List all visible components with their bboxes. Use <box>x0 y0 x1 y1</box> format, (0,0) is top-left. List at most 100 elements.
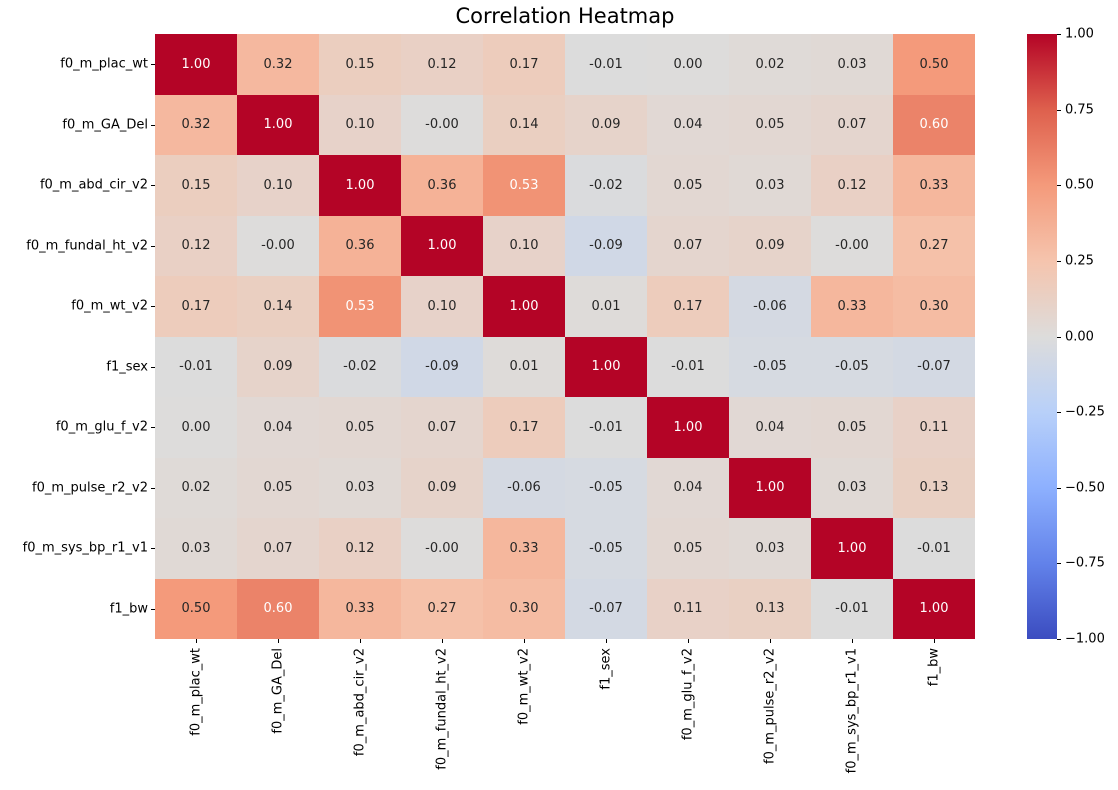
heatmap-cell: 1.00 <box>483 276 565 337</box>
heatmap-cell: 0.07 <box>401 397 483 458</box>
x-axis-label: f0_m_sys_bp_r1_v1 <box>844 648 860 774</box>
heatmap-cell: 0.11 <box>647 578 729 639</box>
heatmap-cell: 0.10 <box>483 215 565 276</box>
heatmap-cell: 0.02 <box>729 34 811 95</box>
heatmap-cell: 0.04 <box>237 397 319 458</box>
heatmap-cell: -0.07 <box>565 578 647 639</box>
heatmap-cell: 0.07 <box>237 518 319 579</box>
heatmap-cell: 0.17 <box>483 34 565 95</box>
heatmap-cell: 0.12 <box>401 34 483 95</box>
heatmap-cell: 0.05 <box>729 94 811 155</box>
heatmap-cell: 0.07 <box>647 215 729 276</box>
heatmap-cell: 0.60 <box>893 94 975 155</box>
colorbar-tick <box>1057 185 1061 187</box>
heatmap-cell: 0.03 <box>729 518 811 579</box>
heatmap-cell: 0.04 <box>647 94 729 155</box>
heatmap-cell: 0.04 <box>647 457 729 518</box>
heatmap-cell: 0.10 <box>237 155 319 216</box>
y-axis-label: f1_bw <box>109 601 148 617</box>
heatmap-cell: 0.15 <box>155 155 237 216</box>
heatmap-cell: -0.01 <box>155 336 237 397</box>
heatmap-cell: 0.50 <box>893 34 975 95</box>
x-axis-label: f0_m_fundal_ht_v2 <box>434 648 450 770</box>
x-axis-label: f0_m_abd_cir_v2 <box>352 648 368 757</box>
heatmap-cell: 0.27 <box>401 578 483 639</box>
heatmap-cell: 0.07 <box>811 94 893 155</box>
colorbar-tick <box>1057 109 1061 111</box>
heatmap-cell: 0.32 <box>237 34 319 95</box>
colorbar-tick-label: −0.25 <box>1065 404 1105 420</box>
colorbar-tick-label: −0.75 <box>1065 555 1105 571</box>
x-axis-tick <box>606 639 607 643</box>
heatmap-cell: -0.01 <box>565 34 647 95</box>
heatmap-cell: -0.00 <box>237 215 319 276</box>
heatmap-cell: 1.00 <box>237 94 319 155</box>
heatmap-cell: 0.02 <box>155 457 237 518</box>
heatmap-cell: -0.01 <box>647 336 729 397</box>
heatmap-cell: 0.00 <box>155 397 237 458</box>
heatmap-cell: -0.01 <box>811 578 893 639</box>
y-axis-tick <box>151 487 155 489</box>
heatmap-cell: 0.11 <box>893 397 975 458</box>
x-axis-tick <box>524 639 525 643</box>
x-axis-label: f0_m_pulse_r2_v2 <box>762 648 778 764</box>
y-axis-label: f0_m_glu_f_v2 <box>55 419 148 435</box>
y-axis-label: f0_m_GA_Del <box>62 117 148 133</box>
heatmap-cell: 0.36 <box>401 155 483 216</box>
heatmap-cell: 0.53 <box>483 155 565 216</box>
heatmap-cell: 0.33 <box>811 276 893 337</box>
x-axis-tick <box>688 639 689 643</box>
heatmap-cell: 0.12 <box>319 518 401 579</box>
y-axis-tick <box>151 427 155 429</box>
heatmap-cell: 0.05 <box>647 518 729 579</box>
y-axis-label: f0_m_pulse_r2_v2 <box>32 480 148 496</box>
heatmap-cell: 0.33 <box>893 155 975 216</box>
heatmap-cell: 0.33 <box>483 518 565 579</box>
x-axis-tick <box>442 639 443 643</box>
heatmap-cell: 1.00 <box>811 518 893 579</box>
heatmap-cell: -0.05 <box>729 336 811 397</box>
heatmap-cell: -0.05 <box>565 518 647 579</box>
heatmap-cell: 0.12 <box>155 215 237 276</box>
x-axis-tick <box>360 639 361 643</box>
heatmap-cell: 0.09 <box>401 457 483 518</box>
heatmap-cell: -0.06 <box>729 276 811 337</box>
x-axis-label: f0_m_wt_v2 <box>516 648 532 725</box>
heatmap-cell: 0.01 <box>483 336 565 397</box>
heatmap-cell: -0.00 <box>401 518 483 579</box>
heatmap-cell: -0.00 <box>811 215 893 276</box>
heatmap-cell: -0.02 <box>319 336 401 397</box>
y-axis-tick <box>151 185 155 187</box>
colorbar-tick <box>1057 563 1061 565</box>
heatmap-cell: 0.01 <box>565 276 647 337</box>
x-axis-label: f0_m_plac_wt <box>188 648 204 736</box>
colorbar-tick-label: 0.75 <box>1065 102 1094 118</box>
heatmap-cell: 1.00 <box>647 397 729 458</box>
y-axis-tick <box>151 306 155 308</box>
heatmap-cell: -0.07 <box>893 336 975 397</box>
heatmap-cell: 0.32 <box>155 94 237 155</box>
colorbar-tick <box>1057 260 1061 262</box>
y-axis-label: f0_m_sys_bp_r1_v1 <box>22 540 148 556</box>
heatmap-cell: -0.05 <box>811 336 893 397</box>
heatmap-cell: 1.00 <box>155 34 237 95</box>
heatmap-cell: 0.03 <box>729 155 811 216</box>
heatmap-cell: 0.03 <box>155 518 237 579</box>
heatmap-cell: 0.03 <box>811 457 893 518</box>
x-axis-tick <box>196 639 197 643</box>
x-axis-tick <box>852 639 853 643</box>
heatmap-cell: 0.05 <box>319 397 401 458</box>
colorbar-tick <box>1057 412 1061 414</box>
y-axis-label: f0_m_abd_cir_v2 <box>39 177 148 193</box>
x-axis-label: f0_m_GA_Del <box>270 648 286 734</box>
heatmap-grid: 1.00 0.32 0.15 0.12 0.17 -0.01 0.00 0.02 0.03 0.5… <box>155 34 975 639</box>
heatmap-cell: 0.03 <box>811 34 893 95</box>
heatmap-cell: 0.30 <box>483 578 565 639</box>
heatmap-cell: 0.05 <box>237 457 319 518</box>
colorbar-tick-label: 0.50 <box>1065 177 1094 193</box>
x-axis-tick <box>934 639 935 643</box>
heatmap-cell: 0.13 <box>893 457 975 518</box>
heatmap-cell: 0.10 <box>401 276 483 337</box>
x-axis-label: f1_bw <box>926 648 942 687</box>
